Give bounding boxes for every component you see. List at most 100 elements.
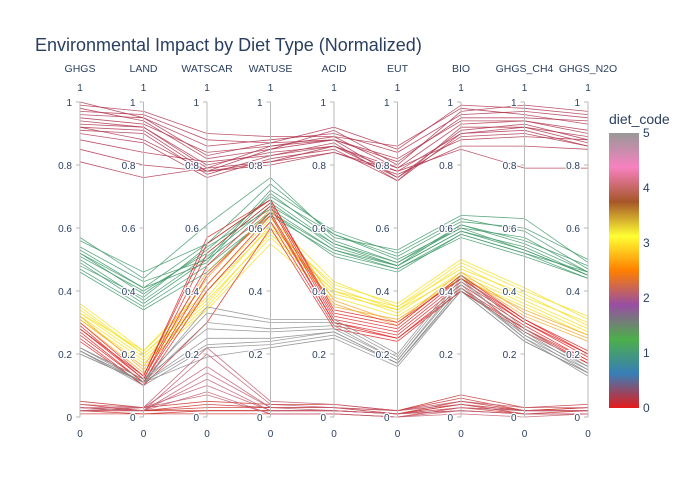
axis-tick-label: 0.8 [185, 161, 199, 172]
axis-ghgs-n2o[interactable]: GHGS_N2O 1 00 0.2 0.4 0.6 0.8 1 [559, 63, 617, 440]
axis-tick-label: 0.6 [503, 224, 517, 235]
axis-tick-label: 0.4 [58, 287, 72, 298]
axis-label: LAND [129, 63, 157, 75]
axis-min-label: 0 [77, 429, 83, 440]
axis-tick-label: 1 [193, 98, 199, 109]
axis-tick-label: 0.2 [566, 350, 580, 361]
colorbar: diet_code 0 1 2 3 4 5 [609, 111, 670, 415]
axis-tick-label: 1 [511, 98, 517, 109]
axis-bio[interactable]: BIO 1 00 0.2 0.4 0.6 0.8 1 [438, 63, 470, 440]
axis-tick-label: 0.2 [503, 350, 517, 361]
axis-max-label: 1 [141, 83, 147, 94]
axis-label: GHGS_CH4 [496, 63, 554, 75]
axis-tick-label: 0 [574, 413, 580, 424]
axis-tick-label: 0.2 [122, 350, 136, 361]
axis-tick-label: 0.8 [58, 161, 72, 172]
axis-tick-label: 0 [66, 413, 72, 424]
axis-tick-label: 0.2 [58, 350, 72, 361]
axis-tick-label: 0.4 [185, 287, 199, 298]
axis-tick-label: 0.6 [122, 224, 136, 235]
axis-tick-label: 0 [384, 413, 390, 424]
axis-tick-label: 0.4 [503, 287, 517, 298]
axis-land[interactable]: LAND 1 00 0.2 0.4 0.6 0.8 1 [120, 63, 158, 440]
axis-tick-label: 0.8 [312, 161, 326, 172]
axis-label: ACID [321, 63, 347, 75]
axis-tick-label: 0.6 [58, 224, 72, 235]
axis-label: EUT [387, 63, 409, 75]
axis-tick-label: 1 [574, 98, 580, 109]
axis-max-label: 1 [458, 83, 464, 94]
colorbar-tick-label: 5 [643, 126, 650, 140]
axis-min-label: 0 [585, 429, 591, 440]
axis-tick-label: 0 [320, 413, 326, 424]
axis-tick-label: 0.2 [312, 350, 326, 361]
axis-tick-label: 1 [257, 98, 263, 109]
axis-tick-label: 0.6 [249, 224, 263, 235]
axis-watuse[interactable]: WATUSE 1 00 0.2 0.4 0.6 0.8 1 [247, 63, 293, 440]
axis-tick-label: 0.4 [312, 287, 326, 298]
axis-tick-label: 0.4 [376, 287, 390, 298]
axis-tick-label: 0.4 [249, 287, 263, 298]
colorbar-tick-label: 0 [643, 401, 650, 415]
axis-tick-label: 0.6 [376, 224, 390, 235]
axis-tick-label: 1 [130, 98, 136, 109]
axis-tick-label: 0.8 [566, 161, 580, 172]
axis-label: GHGS [65, 63, 96, 75]
axis-max-label: 1 [268, 83, 274, 94]
colorbar-tick-label: 3 [643, 236, 650, 250]
axis-tick-label: 0.8 [503, 161, 517, 172]
colorbar-title: diet_code [609, 111, 670, 127]
axis-tick-label: 0.8 [439, 161, 453, 172]
axis-min-label: 0 [395, 429, 401, 440]
axis-tick-label: 1 [384, 98, 390, 109]
axis-min-label: 0 [331, 429, 337, 440]
axis-tick-label: 1 [66, 98, 72, 109]
axis-min-label: 0 [268, 429, 274, 440]
axis-min-label: 0 [458, 429, 464, 440]
axis-tick-label: 0.4 [439, 287, 453, 298]
axis-tick-label: 0.8 [122, 161, 136, 172]
axis-tick-label: 0.2 [376, 350, 390, 361]
axis-max-label: 1 [204, 83, 210, 94]
axis-tick-label: 0.8 [376, 161, 390, 172]
axis-acid[interactable]: ACID 1 00 0.2 0.4 0.6 0.8 1 [311, 63, 347, 440]
axis-max-label: 1 [585, 83, 591, 94]
axis-tick-label: 0 [257, 413, 263, 424]
axis-watscar[interactable]: WATSCAR 1 00 0.2 0.4 0.6 0.8 1 [181, 63, 233, 440]
axis-max-label: 1 [522, 83, 528, 94]
axis-tick-label: 0 [130, 413, 136, 424]
axis-max-label: 1 [395, 83, 401, 94]
axis-tick-label: 1 [320, 98, 326, 109]
colorbar-gradient [609, 133, 639, 408]
axis-tick-label: 0.2 [249, 350, 263, 361]
axis-tick-label: 0 [511, 413, 517, 424]
colorbar-tick-label: 1 [643, 346, 650, 360]
axis-tick-label: 0 [193, 413, 199, 424]
axis-label: GHGS_N2O [559, 63, 617, 75]
axis-tick-label: 0.6 [566, 224, 580, 235]
axis-tick-label: 0 [447, 413, 453, 424]
axis-label: BIO [452, 63, 470, 75]
colorbar-tick-label: 4 [643, 181, 650, 195]
axis-max-label: 1 [77, 83, 83, 94]
axis-tick-label: 0.6 [312, 224, 326, 235]
colorbar-tick-label: 2 [643, 291, 650, 305]
axis-tick-label: 0.6 [439, 224, 453, 235]
axis-tick-label: 0.4 [566, 287, 580, 298]
axis-tick-label: 0.4 [122, 287, 136, 298]
axis-tick-label: 1 [447, 98, 453, 109]
axis-max-label: 1 [331, 83, 337, 94]
axis-label: WATUSE [249, 63, 293, 75]
chart-title: Environmental Impact by Diet Type (Norma… [35, 35, 422, 55]
axis-min-label: 0 [204, 429, 210, 440]
axes-layer[interactable]: GHGS1000.20.40.60.81LAND1000.20.40.60.81… [57, 63, 617, 440]
axis-tick-label: 0.8 [249, 161, 263, 172]
axis-ghgs[interactable]: GHGS 1 00 0.2 0.4 0.6 0.8 1 [57, 63, 96, 440]
axis-tick-label: 0.2 [185, 350, 199, 361]
axis-min-label: 0 [141, 429, 147, 440]
axis-ghgs-ch4[interactable]: GHGS_CH4 1 00 0.2 0.4 0.6 0.8 1 [496, 63, 554, 440]
axis-tick-label: 0.6 [185, 224, 199, 235]
axis-label: WATSCAR [181, 63, 233, 75]
axis-eut[interactable]: EUT 1 00 0.2 0.4 0.6 0.8 1 [374, 63, 409, 440]
